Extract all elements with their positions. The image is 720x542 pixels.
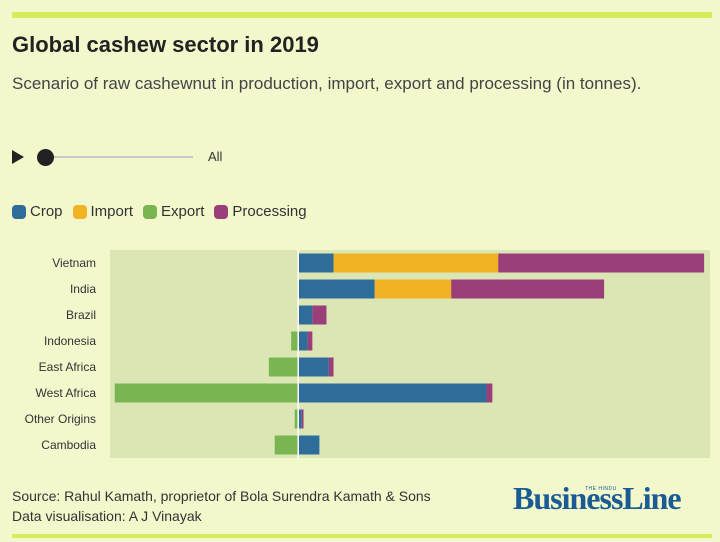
bar-processing[interactable]: [307, 331, 313, 351]
category-label: Vietnam: [52, 256, 96, 270]
bar-export[interactable]: [268, 357, 299, 377]
legend-label-import: Import: [90, 203, 134, 220]
category-label: Indonesia: [44, 334, 96, 348]
bar-export[interactable]: [291, 331, 299, 351]
bar-crop[interactable]: [298, 253, 334, 273]
bar-export[interactable]: [114, 383, 299, 403]
bar-processing[interactable]: [498, 253, 705, 273]
businessline-logo: BusinessLine: [513, 480, 682, 516]
timeline-slider-handle[interactable]: [37, 149, 54, 166]
bar-crop[interactable]: [298, 331, 308, 351]
logo-tagline: THE HINDU: [585, 486, 617, 492]
legend-swatch-import: [72, 204, 87, 219]
bar-crop[interactable]: [298, 305, 313, 325]
bar-crop[interactable]: [298, 383, 487, 403]
legend-item-export[interactable]: Export: [143, 203, 204, 220]
bar-processing[interactable]: [301, 409, 304, 429]
category-label: East Africa: [39, 360, 97, 374]
timeline-label: All: [208, 149, 223, 164]
viz-credit: Data visualisation: A J Vinayak: [12, 508, 202, 524]
timeline-slider-track[interactable]: [46, 156, 193, 158]
bar-export[interactable]: [294, 409, 299, 429]
bar-chart: Vietnam India Brazil Indonesia East Africa We…: [25, 250, 710, 458]
category-label: West Africa: [36, 386, 97, 400]
category-label: Cambodia: [41, 438, 96, 452]
chart-title: Global cashew sector in 2019: [12, 32, 319, 57]
category-label: Other Origins: [25, 412, 96, 426]
bar-crop[interactable]: [298, 279, 375, 299]
bar-processing[interactable]: [486, 383, 493, 403]
legend-swatch-export: [143, 204, 158, 219]
bar-crop[interactable]: [298, 435, 320, 455]
legend-item-processing[interactable]: Processing: [214, 203, 307, 220]
legend-label-export: Export: [161, 203, 205, 220]
legend-item-import[interactable]: Import: [72, 203, 134, 220]
legend-label-processing: Processing: [232, 203, 307, 220]
category-label: India: [70, 282, 96, 296]
bar-processing[interactable]: [312, 305, 327, 325]
legend-item-crop[interactable]: Crop: [12, 203, 63, 220]
bar-import[interactable]: [333, 253, 499, 273]
chart-subtitle: Scenario of raw cashewnut in production,…: [12, 74, 642, 93]
legend-swatch-processing: [214, 204, 229, 219]
legend-label-crop: Crop: [30, 203, 63, 220]
category-label: Brazil: [66, 308, 96, 322]
source-text: Source: Rahul Kamath, proprietor of Bola…: [12, 488, 431, 504]
source-note: Source: Rahul Kamath, proprietor of Bola…: [12, 486, 431, 526]
bar-crop[interactable]: [298, 409, 302, 429]
bar-import[interactable]: [374, 279, 452, 299]
bar-export[interactable]: [274, 435, 299, 455]
bar-processing[interactable]: [451, 279, 605, 299]
play-button-icon[interactable]: [12, 150, 24, 164]
top-accent-bar: [12, 12, 712, 18]
bottom-accent-bar: [12, 534, 712, 538]
bar-crop[interactable]: [298, 357, 329, 377]
chart-legend: Crop Import Export Processing: [12, 203, 317, 220]
bar-processing[interactable]: [328, 357, 334, 377]
legend-swatch-crop: [12, 204, 26, 219]
